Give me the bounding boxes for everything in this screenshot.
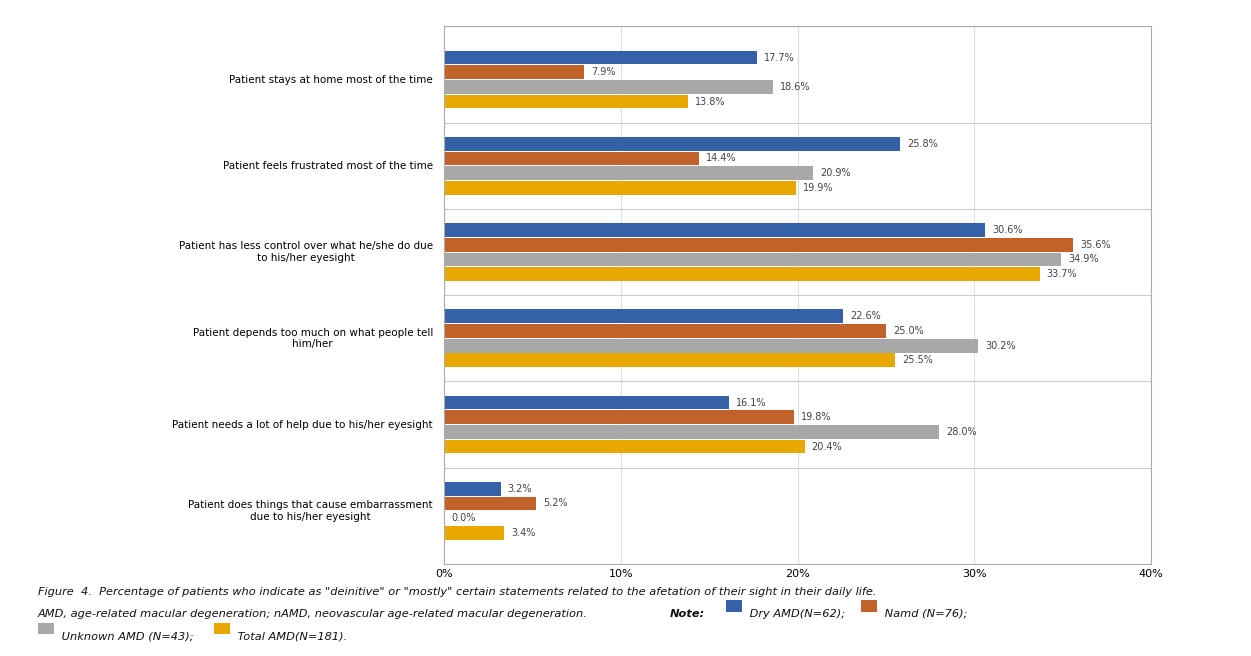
Text: 16.1%: 16.1% [736,398,766,407]
Bar [444,94,688,108]
Text: 25.5%: 25.5% [902,356,933,365]
Bar [444,152,698,165]
Bar [444,51,757,64]
Bar [444,166,813,180]
Text: 13.8%: 13.8% [696,96,726,106]
Text: 19.9%: 19.9% [803,183,833,193]
Text: 22.6%: 22.6% [851,312,881,321]
Text: 35.6%: 35.6% [1080,239,1111,250]
Bar [444,440,804,453]
Bar [444,338,978,352]
Text: 25.8%: 25.8% [907,139,938,149]
Text: Dry AMD(N=62);: Dry AMD(N=62); [746,609,848,619]
Text: 33.7%: 33.7% [1047,269,1077,279]
Text: 5.2%: 5.2% [543,499,568,508]
Text: 14.4%: 14.4% [706,154,736,163]
Bar [444,324,886,338]
Bar [444,66,584,79]
Text: 20.4%: 20.4% [812,441,842,451]
Text: 3.4%: 3.4% [512,528,535,538]
Bar [444,411,794,424]
Text: 28.0%: 28.0% [946,427,977,437]
Text: Unknown AMD (N=43);: Unknown AMD (N=43); [58,631,196,641]
Text: 30.2%: 30.2% [985,340,1016,351]
Text: Namd (N=76);: Namd (N=76); [881,609,967,619]
Bar [444,396,728,409]
Text: Total AMD(N=181).: Total AMD(N=181). [234,631,348,641]
Text: Figure  4.  Percentage of patients who indicate as "deinitive" or "mostly" certa: Figure 4. Percentage of patients who ind… [38,587,876,597]
Text: 34.9%: 34.9% [1068,255,1098,264]
Bar [444,80,773,94]
Text: 30.6%: 30.6% [992,225,1022,235]
Text: 18.6%: 18.6% [779,82,811,92]
Text: AMD, age-related macular degeneration; nAMD, neovascular age-related macular deg: AMD, age-related macular degeneration; n… [38,609,590,619]
Bar [444,425,938,439]
Bar [444,497,535,510]
Bar [444,238,1073,252]
Bar [444,354,894,367]
Bar [444,181,796,195]
Text: Note:: Note: [669,609,704,619]
Text: 7.9%: 7.9% [590,68,615,77]
Bar [444,526,504,540]
Bar [444,223,985,237]
Bar [444,253,1061,266]
Text: 25.0%: 25.0% [893,326,923,336]
Text: 17.7%: 17.7% [764,52,794,62]
Bar [444,267,1040,281]
Bar [444,310,843,323]
Bar [444,137,899,151]
Text: 20.9%: 20.9% [821,168,851,178]
Bar [444,482,500,496]
Text: 0.0%: 0.0% [452,513,475,523]
Text: 19.8%: 19.8% [801,412,832,422]
Text: 3.2%: 3.2% [508,484,532,494]
